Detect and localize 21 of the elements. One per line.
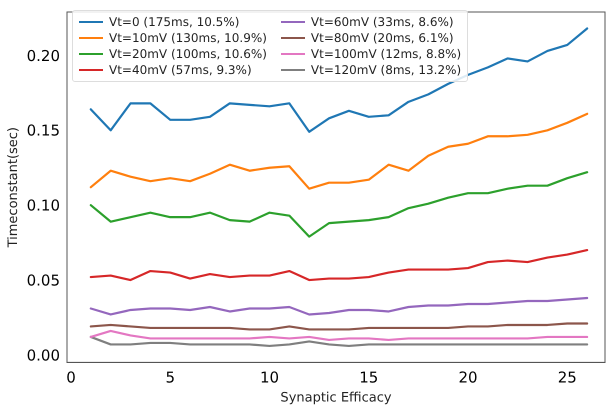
legend-label: Vt=0 (175ms, 10.5%) — [109, 14, 240, 30]
legend-label: Vt=40mV (57ms, 9.3%) — [109, 62, 252, 78]
legend-label: Vt=120mV (8ms, 13.2%) — [310, 62, 462, 78]
legend-label: Vt=20mV (100ms, 10.6%) — [109, 46, 267, 62]
y-tick-label: 0.10 — [26, 196, 60, 215]
x-tick-label: 25 — [558, 368, 577, 386]
legend-label: Vt=10mV (130ms, 10.9%) — [109, 30, 267, 46]
x-axis-title: Synaptic Efficacy — [280, 390, 392, 406]
y-tick-label: 0.15 — [26, 122, 60, 140]
legend-label: Vt=60mV (33ms, 8.6%) — [310, 14, 454, 30]
y-tick-label: 0.20 — [26, 46, 60, 65]
x-tick-label: 0 — [66, 368, 76, 386]
x-tick-label: 20 — [458, 368, 478, 386]
x-tick-label: 15 — [359, 368, 378, 386]
x-tick-label: 5 — [165, 368, 176, 386]
x-tick-label: 10 — [260, 368, 280, 386]
legend-label: Vt=80mV (20ms, 6.1%) — [310, 30, 454, 46]
legend-label: Vt=100mV (12ms, 8.8%) — [310, 46, 462, 62]
y-tick-label: 0.00 — [26, 346, 60, 364]
y-tick-label: 0.05 — [26, 271, 60, 290]
y-axis-title: Timeconstant(sec) — [6, 127, 22, 248]
